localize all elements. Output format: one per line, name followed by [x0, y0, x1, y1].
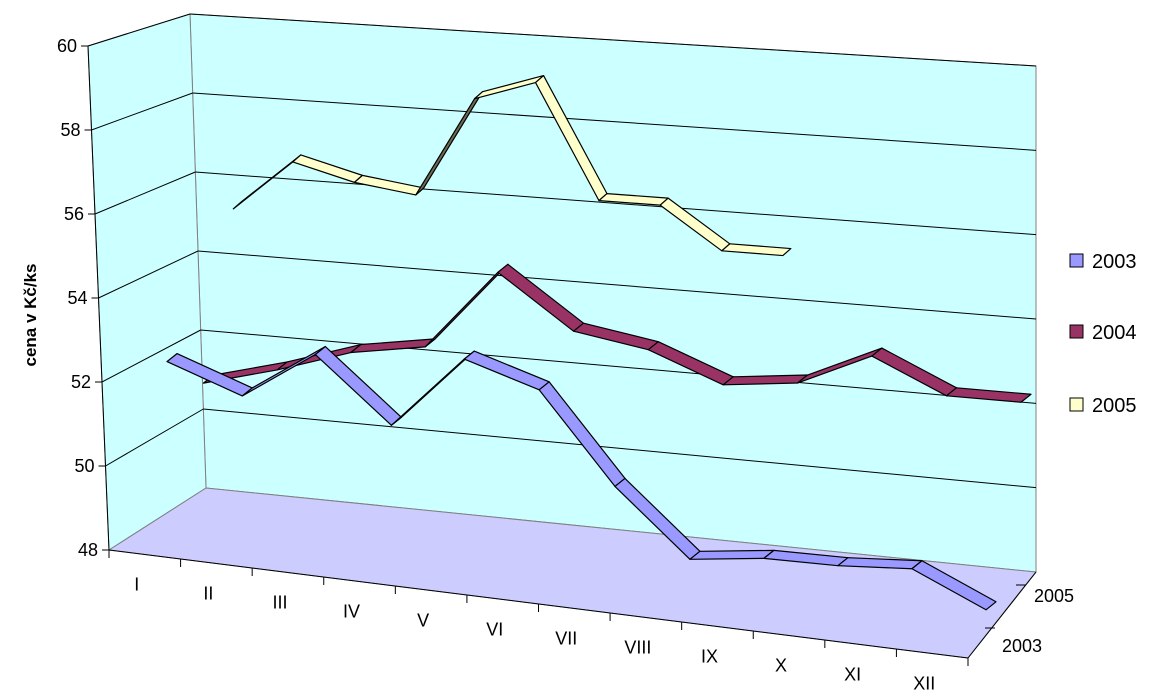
gridline-side — [91, 92, 193, 131]
gridline — [203, 408, 1037, 489]
series-2003-segment — [911, 560, 997, 611]
y-tick-label: 54 — [67, 288, 87, 308]
series-2004-segment — [945, 387, 1032, 403]
gridline — [189, 13, 1037, 67]
y-tick-label: 60 — [57, 36, 77, 56]
legend-label-2005: 2005 — [1092, 395, 1137, 417]
legend-label-2004: 2004 — [1092, 322, 1137, 344]
x-tick-label: II — [203, 584, 213, 604]
y-tick-label: 56 — [64, 204, 84, 224]
gridlines — [87, 13, 1037, 489]
legend-swatch-2003 — [1069, 253, 1084, 268]
x-tick-label: XII — [913, 674, 935, 694]
x-tick-label: V — [417, 611, 429, 631]
series-2004-segment — [722, 374, 809, 386]
x-tick-label: XI — [844, 665, 861, 685]
y-tick-label: 50 — [74, 456, 94, 476]
back-wall — [189, 13, 1037, 573]
gridline-side — [98, 250, 199, 299]
legend-label-2003: 2003 — [1092, 251, 1137, 273]
legend: 2003 2004 2005 — [1069, 251, 1137, 417]
y-tick-label: 52 — [71, 372, 91, 392]
x-tick-label: VI — [486, 620, 503, 640]
x-tick-label: III — [272, 593, 287, 613]
series-2005-segment — [721, 243, 792, 257]
y-axis-title: cena v Kč/ks — [21, 263, 40, 366]
gridline-side — [94, 171, 196, 215]
x-tick-label: IV — [343, 602, 360, 622]
x-tick-label: I — [134, 575, 139, 595]
gridline — [197, 250, 1037, 320]
depth-axis-line — [967, 571, 1037, 659]
depth-label-front: 2003 — [1002, 636, 1042, 656]
depth-axis: 2005 2003 — [967, 571, 1074, 659]
x-tick-label: X — [775, 656, 787, 676]
depth-label-back: 2005 — [1034, 586, 1074, 606]
legend-swatch-2004 — [1069, 324, 1084, 339]
y-tick-label: 48 — [78, 540, 98, 560]
gridline — [192, 92, 1037, 151]
legend-swatch-2005 — [1069, 397, 1084, 412]
gridline — [200, 329, 1037, 404]
x-axis: I II III IV V VI VII VIII IX X XI XII — [108, 549, 969, 694]
series-2003-segment — [689, 549, 775, 560]
gridline-side — [105, 408, 204, 467]
y-tick-label: 58 — [60, 120, 80, 140]
y-axis: 48 50 52 54 56 58 60 — [57, 36, 110, 560]
gridline — [195, 171, 1037, 236]
x-tick-label: IX — [701, 647, 718, 667]
gridline-side — [101, 329, 201, 383]
x-tick-label: VII — [555, 629, 577, 649]
series-ribbons — [166, 74, 1032, 611]
gridline-side — [87, 13, 191, 47]
x-tick-label: VIII — [624, 638, 651, 658]
